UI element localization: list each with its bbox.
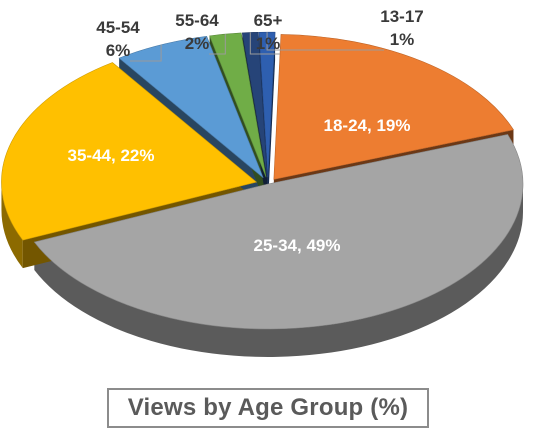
data-label-25-34: 25-34, 49%: [254, 236, 341, 255]
data-label-55-64: 55-64: [175, 11, 219, 30]
slice-side-35-44: [1, 182, 23, 269]
leader-line-13-17: [266, 32, 384, 51]
slice-18-24: [273, 34, 514, 180]
data-label-65+: 65+: [254, 11, 283, 30]
data-value-13-17: 1%: [390, 30, 415, 49]
chart-caption-box: Views by Age Group (%): [107, 388, 429, 428]
data-value-65+: 1%: [256, 34, 281, 53]
data-label-45-54: 45-54: [96, 18, 140, 37]
slice-25-34: [33, 134, 524, 330]
leader-line-55-64: [209, 34, 226, 55]
slice-13-17: [258, 31, 276, 178]
slice-side-25-34: [34, 184, 523, 358]
data-value-55-64: 2%: [185, 34, 210, 53]
leader-line-65+: [249, 32, 280, 55]
data-label-35-44: 35-44, 22%: [68, 146, 155, 165]
slice-35-44: [1, 62, 258, 241]
chart-caption: Views by Age Group (%): [127, 394, 409, 421]
data-label-13-17: 13-17: [380, 7, 423, 26]
slice-cut-13-17: [267, 32, 276, 206]
data-value-45-54: 6%: [106, 41, 131, 60]
data-label-18-24: 18-24, 19%: [324, 116, 411, 135]
leader-line-45-54: [130, 44, 162, 62]
slice-45-54: [118, 36, 264, 178]
